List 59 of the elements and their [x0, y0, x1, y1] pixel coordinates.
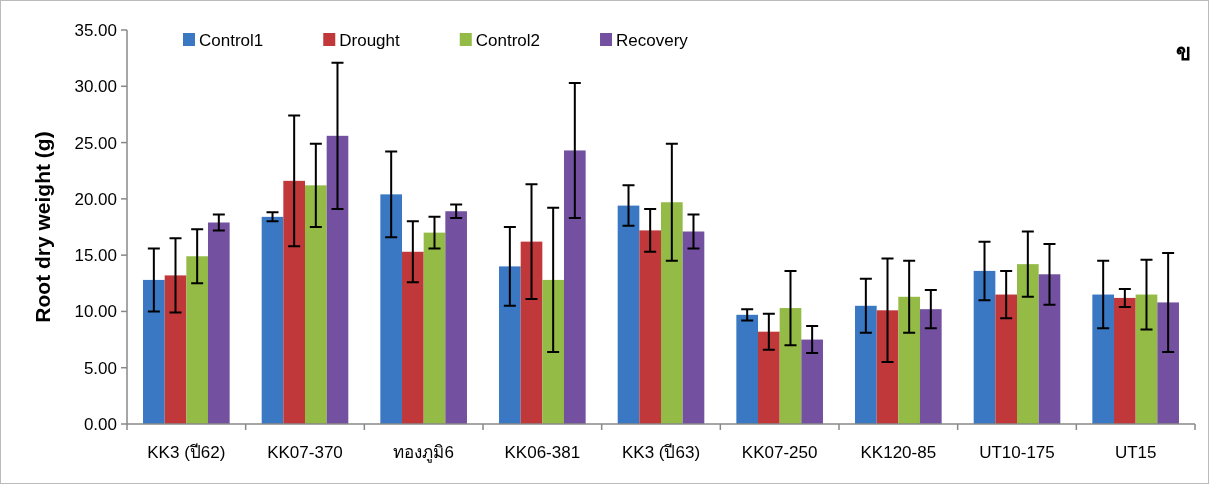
- bar: [207, 222, 230, 424]
- bar: [898, 296, 920, 424]
- legend-label: Recovery: [616, 31, 689, 50]
- bar: [682, 231, 705, 424]
- bar: [1038, 274, 1061, 424]
- x-tick-label: KK06-381: [504, 443, 581, 462]
- x-tick-label: UT15: [1114, 443, 1157, 462]
- bar: [261, 216, 284, 424]
- x-tick-label: KK3 (ปี62): [147, 443, 226, 462]
- bar: [1135, 294, 1158, 424]
- y-tick-label: 15.00: [74, 246, 117, 266]
- bar: [801, 339, 823, 424]
- bar: [995, 294, 1017, 424]
- bar: [919, 309, 942, 424]
- y-tick-label: 35.00: [74, 21, 117, 40]
- x-tick-label: KK3 (ปี63): [621, 443, 701, 462]
- bar: [520, 241, 543, 424]
- x-tick-label: ทองภูมิ6: [393, 443, 454, 463]
- bar: [326, 135, 349, 424]
- bar: [445, 211, 467, 424]
- bar: [779, 308, 802, 424]
- bar: [736, 314, 759, 424]
- bar: [855, 305, 877, 424]
- bar: [1017, 264, 1039, 424]
- bar: [186, 256, 208, 424]
- bar: [617, 205, 640, 424]
- bar: [143, 279, 165, 424]
- bar: [563, 150, 586, 424]
- bar: [876, 310, 899, 424]
- y-tick-label: 25.00: [74, 133, 117, 153]
- bar: [542, 279, 564, 424]
- bar: [973, 270, 996, 424]
- x-tick-label: KK07-250: [741, 443, 818, 462]
- bar: [639, 230, 661, 424]
- y-tick-label: 30.00: [74, 77, 117, 97]
- bar: [402, 251, 424, 424]
- bar: [283, 180, 305, 424]
- legend-label: Control1: [199, 31, 264, 50]
- y-axis-title: Root dry weight (g): [31, 131, 54, 323]
- x-tick-label: KK120-85: [860, 443, 937, 462]
- bar: [661, 202, 683, 424]
- y-tick-label: 10.00: [74, 302, 117, 322]
- y-tick-label: 5.00: [83, 358, 117, 378]
- y-tick-label: 0.00: [83, 415, 117, 434]
- bar: [305, 185, 327, 424]
- x-tick-label: UT10-175: [979, 443, 1055, 462]
- bar: [1114, 297, 1136, 424]
- annotation: ข: [1176, 40, 1191, 65]
- bar: [164, 275, 187, 424]
- bar: [1157, 302, 1179, 424]
- bar: [380, 194, 403, 424]
- y-tick-label: 20.00: [74, 189, 117, 209]
- x-tick-label: KK07-370: [267, 443, 343, 462]
- bar: [758, 331, 780, 424]
- legend-label: Drought: [339, 31, 401, 50]
- bar: [1092, 294, 1115, 424]
- bar: [423, 232, 446, 424]
- legend-label: Control2: [475, 31, 541, 50]
- bar: [499, 266, 521, 424]
